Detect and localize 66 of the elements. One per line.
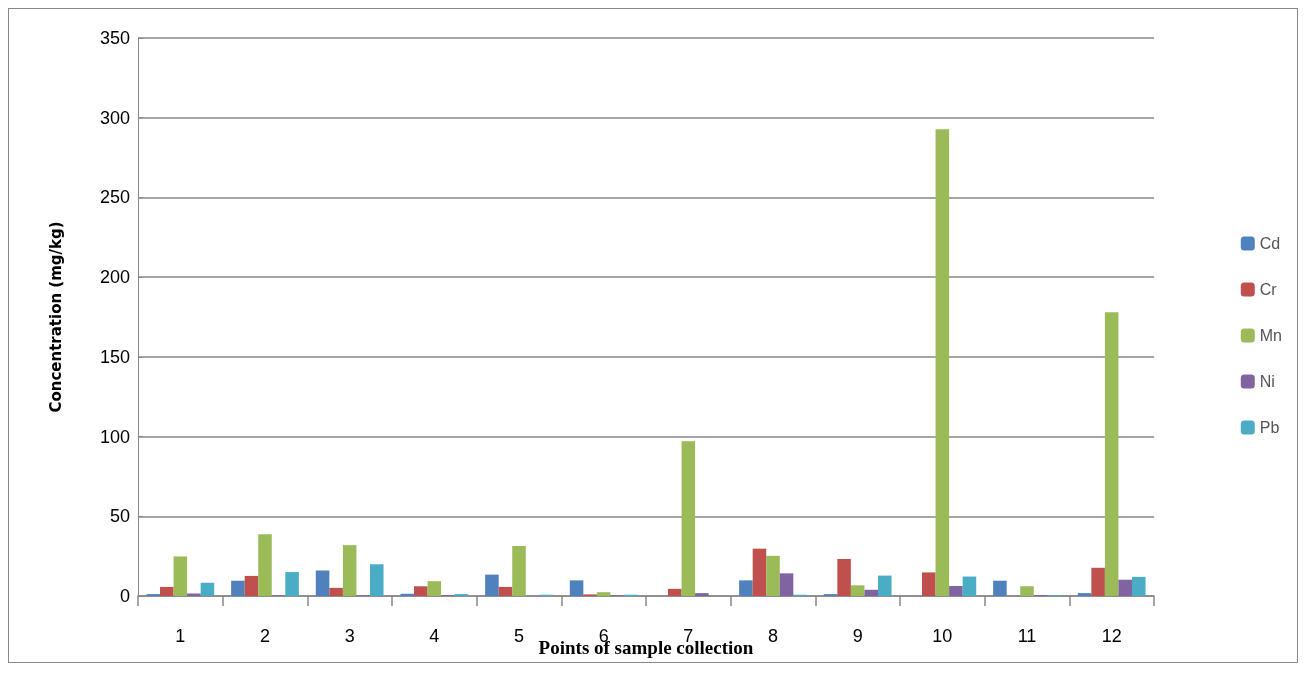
y-tick-label: 250 bbox=[99, 187, 130, 208]
bar bbox=[695, 593, 709, 596]
bar bbox=[569, 580, 584, 596]
legend-label: Cr bbox=[1259, 281, 1278, 298]
x-tick-label: 5 bbox=[513, 626, 525, 646]
y-tick-label: 0 bbox=[119, 586, 130, 606]
bar bbox=[329, 587, 343, 596]
y-tick-label: 200 bbox=[99, 267, 130, 288]
bar bbox=[400, 593, 415, 596]
bar bbox=[752, 548, 767, 596]
bar bbox=[187, 593, 201, 596]
bar bbox=[596, 592, 611, 596]
bar bbox=[837, 559, 851, 596]
bar bbox=[258, 534, 272, 596]
y-tick-label: 350 bbox=[99, 28, 130, 48]
x-tick-label: 2 bbox=[259, 626, 271, 646]
bar bbox=[173, 556, 188, 596]
x-tick-label: 1 bbox=[175, 626, 186, 646]
y-tick-label: 50 bbox=[109, 506, 130, 527]
bar bbox=[1131, 576, 1146, 596]
bar bbox=[739, 580, 753, 596]
bar bbox=[1020, 586, 1034, 596]
bar bbox=[949, 585, 963, 596]
bar bbox=[369, 564, 384, 596]
bar bbox=[877, 575, 892, 596]
legend-label: Pb bbox=[1259, 419, 1280, 436]
bar bbox=[993, 580, 1007, 596]
x-tick-label: 12 bbox=[1101, 626, 1122, 646]
y-tick-label: 100 bbox=[99, 426, 130, 447]
bar bbox=[1118, 579, 1132, 596]
y-tick-label: 150 bbox=[99, 346, 130, 367]
bar bbox=[485, 574, 499, 596]
y-axis-title: Concentration (mg/kg) bbox=[46, 221, 65, 413]
bar bbox=[962, 576, 977, 596]
bar bbox=[766, 555, 780, 596]
bar bbox=[681, 441, 696, 596]
x-tick-label: 3 bbox=[344, 626, 355, 646]
bar bbox=[342, 545, 357, 596]
bar bbox=[498, 586, 513, 596]
legend-label: Mn bbox=[1259, 327, 1283, 344]
x-tick-label: 4 bbox=[429, 626, 440, 646]
bar bbox=[864, 589, 878, 596]
bar bbox=[315, 570, 330, 596]
legend-label: Ni bbox=[1259, 373, 1275, 390]
bar bbox=[414, 586, 428, 596]
x-tick-label: 11 bbox=[1017, 626, 1037, 646]
x-tick-label: 10 bbox=[932, 626, 953, 646]
bar bbox=[1077, 593, 1092, 596]
bar bbox=[850, 585, 865, 596]
bar bbox=[285, 572, 299, 596]
x-tick-label: 9 bbox=[852, 626, 863, 646]
x-tick-label: 8 bbox=[767, 626, 779, 646]
bar bbox=[427, 581, 442, 596]
bar bbox=[160, 586, 174, 596]
bar bbox=[779, 573, 794, 596]
bar bbox=[935, 129, 950, 596]
bar bbox=[512, 546, 526, 596]
bar bbox=[922, 572, 936, 596]
bar bbox=[244, 575, 259, 596]
y-tick-label: 300 bbox=[99, 107, 130, 128]
bar bbox=[1104, 312, 1119, 596]
legend-label: Cd bbox=[1259, 235, 1281, 252]
bar bbox=[231, 580, 245, 596]
bar bbox=[668, 588, 682, 596]
bar bbox=[1091, 567, 1105, 596]
bar bbox=[200, 582, 215, 596]
